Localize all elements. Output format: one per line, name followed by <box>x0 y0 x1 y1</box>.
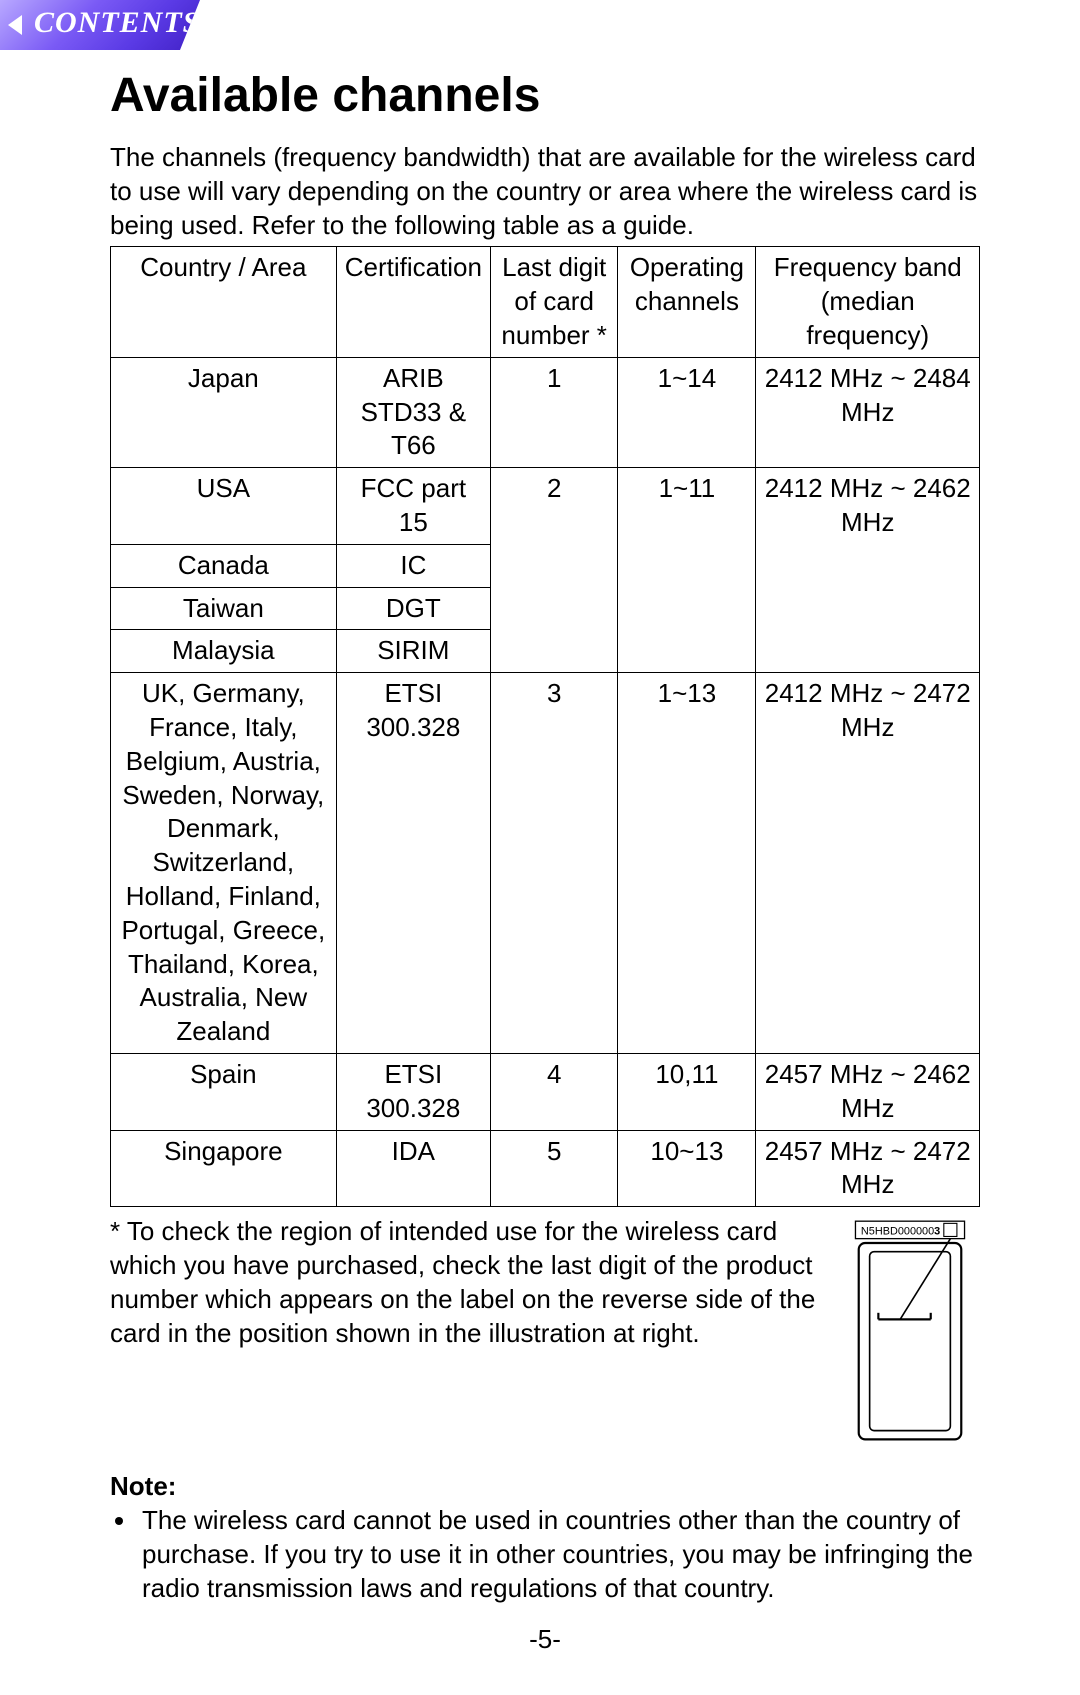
card-icon: N5HBD0000003 <box>850 1219 970 1448</box>
contents-label: CONTENTS <box>34 6 200 39</box>
cell-country: Japan <box>111 357 337 467</box>
cell-cert: ARIB STD33 & T66 <box>336 357 490 467</box>
channels-table: Country / Area Certification Last digit … <box>110 246 980 1207</box>
cell-cert: ETSI 300.328 <box>336 1053 490 1130</box>
col-channels: Operating channels <box>618 247 756 357</box>
table-header-row: Country / Area Certification Last digit … <box>111 247 980 357</box>
page-title: Available channels <box>110 68 980 123</box>
cell-country: Taiwan <box>111 587 337 630</box>
cell-country: USA <box>111 468 337 545</box>
table-row: Singapore IDA 5 10~13 2457 MHz ~ 2472 MH… <box>111 1130 980 1207</box>
cell-country: Canada <box>111 544 337 587</box>
cell-country: UK, Germany, France, Italy, Belgium, Aus… <box>111 673 337 1054</box>
cell-freq: 2457 MHz ~ 2462 MHz <box>756 1053 980 1130</box>
cell-cert: SIRIM <box>336 630 490 673</box>
cell-chan: 1~14 <box>618 357 756 467</box>
cell-chan: 1~13 <box>618 673 756 1054</box>
col-cert: Certification <box>336 247 490 357</box>
cell-digit: 5 <box>490 1130 617 1207</box>
cell-country: Spain <box>111 1053 337 1130</box>
cell-digit: 2 <box>490 468 617 673</box>
page-number: -5- <box>110 1624 980 1655</box>
cell-freq: 2457 MHz ~ 2472 MHz <box>756 1130 980 1207</box>
table-row: UK, Germany, France, Italy, Belgium, Aus… <box>111 673 980 1054</box>
cell-freq: 2412 MHz ~ 2472 MHz <box>756 673 980 1054</box>
contents-nav-tab[interactable]: CONTENTS <box>0 0 200 50</box>
col-digit: Last digit of card number * <box>490 247 617 357</box>
card-illustration: N5HBD0000003 <box>850 1215 980 1453</box>
table-row: USA FCC part 15 2 1~11 2412 MHz ~ 2462 M… <box>111 468 980 545</box>
cell-digit: 4 <box>490 1053 617 1130</box>
note-heading: Note: <box>110 1471 980 1502</box>
cell-freq: 2412 MHz ~ 2462 MHz <box>756 468 980 673</box>
intro-paragraph: The channels (frequency bandwidth) that … <box>110 141 980 242</box>
card-label-text: N5HBD0000003 <box>861 1225 940 1237</box>
cell-digit: 3 <box>490 673 617 1054</box>
col-frequency: Frequency band (median frequency) <box>756 247 980 357</box>
cell-digit: 1 <box>490 357 617 467</box>
table-row: Spain ETSI 300.328 4 10,11 2457 MHz ~ 24… <box>111 1053 980 1130</box>
cell-chan: 10~13 <box>618 1130 756 1207</box>
cell-cert: IC <box>336 544 490 587</box>
notes-list: The wireless card cannot be used in coun… <box>110 1504 980 1605</box>
cell-country: Malaysia <box>111 630 337 673</box>
cell-cert: DGT <box>336 587 490 630</box>
cell-cert: ETSI 300.328 <box>336 673 490 1054</box>
note-item: The wireless card cannot be used in coun… <box>138 1504 980 1605</box>
cell-chan: 1~11 <box>618 468 756 673</box>
cell-chan: 10,11 <box>618 1053 756 1130</box>
table-row: Japan ARIB STD33 & T66 1 1~14 2412 MHz ~… <box>111 357 980 467</box>
cell-cert: IDA <box>336 1130 490 1207</box>
col-country: Country / Area <box>111 247 337 357</box>
footnote-text: * To check the region of intended use fo… <box>110 1215 820 1350</box>
cell-freq: 2412 MHz ~ 2484 MHz <box>756 357 980 467</box>
cell-country: Singapore <box>111 1130 337 1207</box>
cell-cert: FCC part 15 <box>336 468 490 545</box>
